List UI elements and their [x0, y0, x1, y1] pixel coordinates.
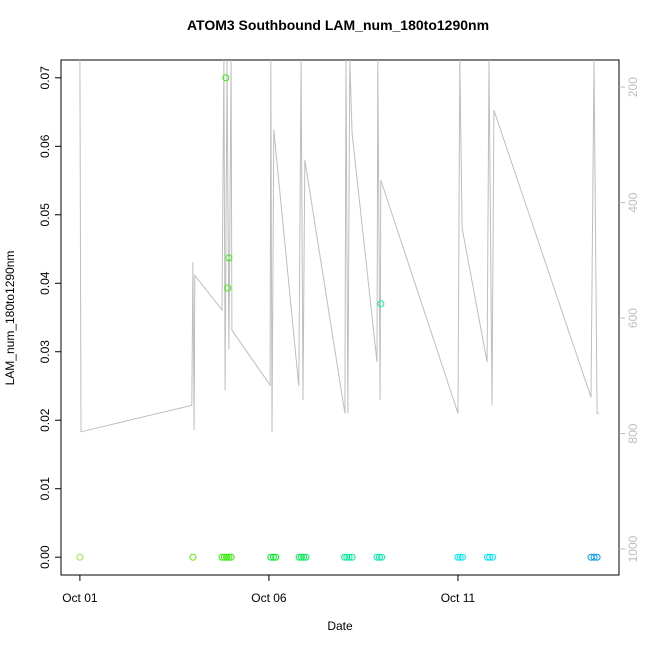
data-point [223, 553, 231, 561]
data-point [454, 553, 462, 561]
data-point [456, 553, 464, 561]
data-point [225, 553, 233, 561]
chart-title: ATOM3 Southbound LAM_num_180to1290nm [187, 17, 489, 33]
profile-line [79, 59, 599, 433]
data-point [300, 553, 308, 561]
data-point [593, 553, 601, 561]
plot-frame [60, 59, 620, 576]
y-axis-label: LAM_num_180to1290nm [3, 251, 17, 386]
data-point [272, 553, 280, 561]
data-point [373, 553, 381, 561]
data-point [222, 74, 230, 82]
data-point [189, 553, 197, 561]
y-tick-label: 0.00 [38, 545, 52, 569]
data-point [297, 553, 305, 561]
data-point [458, 553, 466, 561]
data-point [377, 300, 385, 308]
y-tick-label: 0.06 [38, 134, 52, 158]
data-point [269, 553, 277, 561]
data-point [483, 553, 491, 561]
data-point [348, 553, 356, 561]
data-point [378, 553, 386, 561]
y2-tick-label: 1000 [626, 535, 640, 562]
data-point [227, 553, 235, 561]
y2-tick-label: 400 [626, 192, 640, 212]
data-point [590, 553, 598, 561]
data-point [341, 553, 349, 561]
x-tick-label: Oct 06 [251, 591, 287, 605]
x-axis-label: Date [327, 619, 353, 633]
x-tick-label: Oct 11 [441, 591, 476, 605]
data-point [486, 553, 494, 561]
data-point [343, 553, 351, 561]
y-tick-label: 0.07 [38, 66, 52, 90]
data-point [345, 553, 353, 561]
data-point [267, 553, 275, 561]
y-tick-label: 0.02 [38, 408, 52, 432]
data-point [489, 553, 497, 561]
data-point [220, 553, 228, 561]
y-tick-label: 0.05 [38, 203, 52, 227]
data-point [218, 553, 226, 561]
y2-tick-label: 600 [626, 308, 640, 328]
x-tick-label: Oct 01 [62, 591, 98, 605]
y-tick-label: 0.03 [38, 340, 52, 364]
data-point [76, 553, 84, 561]
data-point [225, 254, 233, 262]
y2-tick-label: 800 [626, 423, 640, 443]
y-tick-label: 0.04 [38, 271, 52, 295]
y2-tick-label: 200 [626, 77, 640, 97]
y-tick-label: 0.01 [38, 477, 52, 501]
data-point [302, 553, 310, 561]
data-point [224, 284, 232, 292]
data-point [375, 553, 383, 561]
data-point [295, 553, 303, 561]
